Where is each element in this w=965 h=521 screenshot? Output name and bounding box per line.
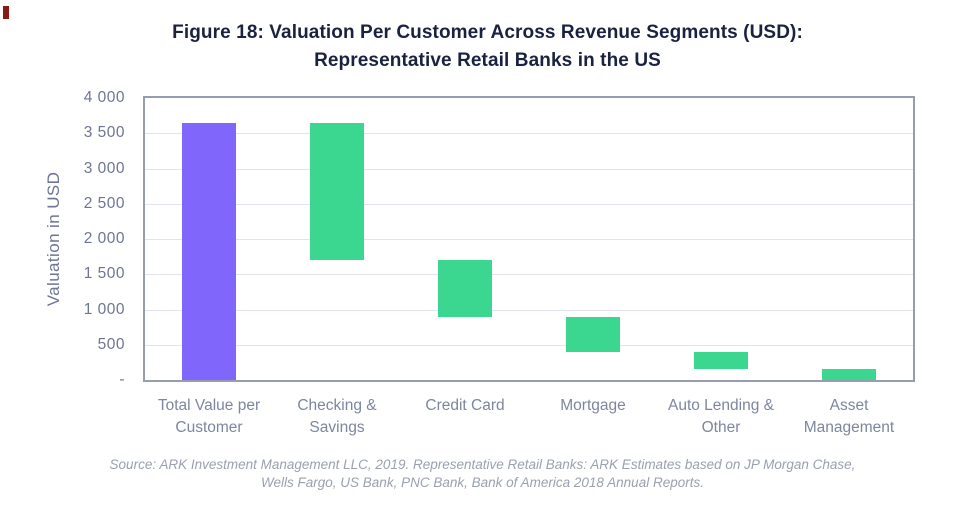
y-tick-label-500: 500	[97, 335, 125, 353]
gridline-2000	[145, 239, 913, 240]
figure-title-line-1: Figure 18: Valuation Per Customer Across…	[172, 22, 803, 43]
x-axis-label-3: Credit Card	[425, 397, 505, 414]
corner-mark	[3, 6, 9, 19]
x-axis-label-5: Auto Lending & Other	[667, 397, 774, 436]
y-tick-label-1000: 1 000	[83, 300, 125, 318]
y-tick-label-1500: 1 500	[83, 265, 125, 283]
y-tick-label-2000: 2 000	[83, 230, 125, 247]
gridline-500	[145, 344, 913, 346]
x-axis-label-6: Asset Management	[803, 397, 895, 436]
gridline-1000	[145, 309, 913, 311]
y-tick-label-4000: 4 000	[83, 89, 125, 106]
bar-checking-savings	[310, 122, 364, 261]
source-note: Source: ARK Investment Management LLC, 2…	[0, 456, 965, 492]
source-line-1: Source: ARK Investment Management LLC, 2…	[109, 457, 856, 472]
x-axis-label-4: Mortgage	[560, 397, 626, 414]
bar-credit-card	[438, 260, 492, 317]
x-axis-labels: Total Value per Customer Checking & Savin…	[145, 395, 913, 445]
y-tick-label-2500: 2 500	[83, 194, 125, 212]
x-axis-label-2: Checking & Savings	[297, 397, 377, 436]
bar-auto-lending-other	[694, 351, 748, 370]
y-tick-label-0: -	[119, 371, 125, 388]
figure-title-line-2: Representative Retail Banks in the US	[314, 50, 661, 71]
gridline-3000	[145, 168, 913, 170]
y-tick-label-3000: 3 000	[83, 159, 125, 177]
plot-area	[143, 96, 915, 382]
gridline-3500	[145, 133, 913, 135]
bar-mortgage	[566, 316, 620, 352]
bar-asset-management	[822, 369, 876, 380]
x-axis-label-1: Total Value per Customer	[157, 397, 261, 436]
gridline-1500	[145, 274, 913, 276]
y-tick-labels: - 500 1 000 1 500 2 000 2 500 3 000 3 500 4 000	[0, 89, 125, 388]
bar-total-value-per-customer	[182, 122, 236, 380]
gridline-2500	[145, 203, 913, 205]
y-tick-label-3500: 3 500	[83, 124, 125, 142]
figure-title: Figure 18: Valuation Per Customer Across…	[10, 19, 965, 75]
source-line-2: Wells Fargo, US Bank, PNC Bank, Bank of …	[261, 475, 704, 490]
